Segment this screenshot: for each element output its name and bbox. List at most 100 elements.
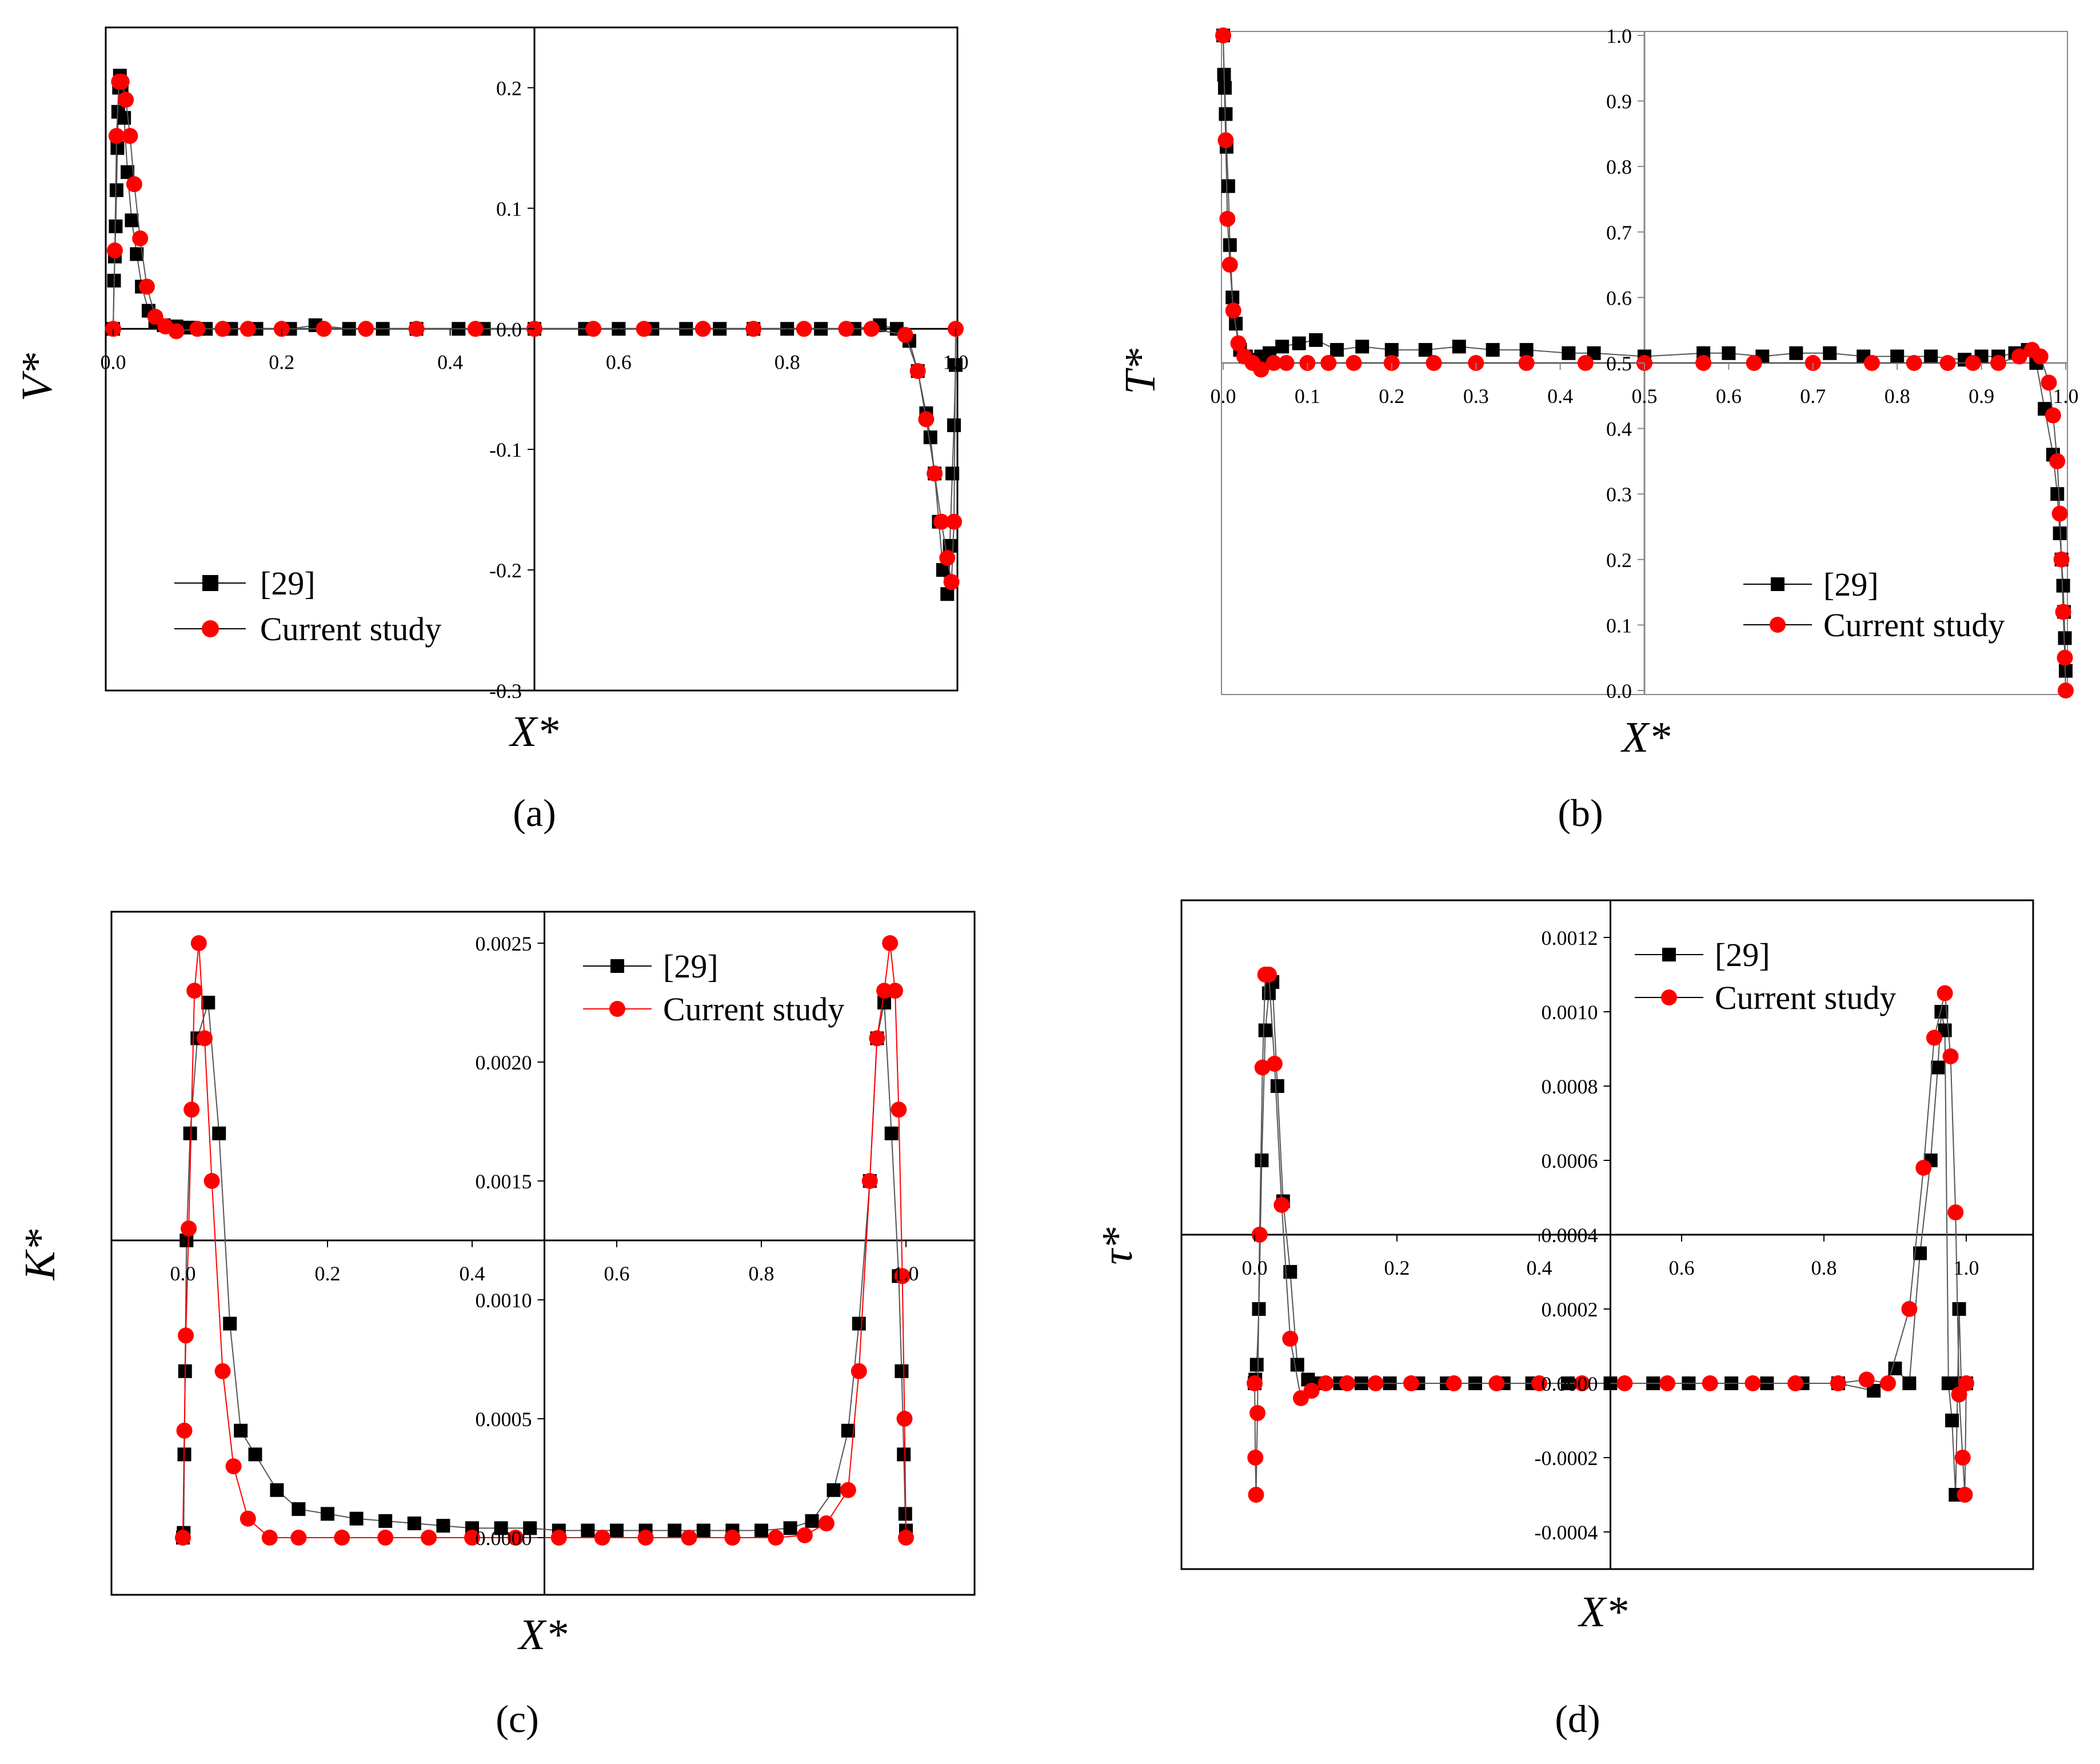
y-axis-label: T*	[1116, 349, 1164, 394]
x-tick-label: 0.7	[1800, 385, 1826, 408]
data-point-29	[1452, 340, 1466, 354]
y-tick-label: 0.2	[1606, 549, 1632, 572]
data-point-29	[1945, 1414, 1959, 1427]
x-tick-label: 0.2	[1384, 1256, 1410, 1279]
data-point-current-study	[946, 513, 963, 530]
data-point-29	[201, 996, 215, 1009]
legend-ref-marker	[1662, 948, 1676, 961]
data-point-current-study	[358, 321, 374, 337]
y-tick-label: 0.0004	[1542, 1224, 1598, 1247]
data-point-current-study	[918, 411, 935, 428]
x-tick-label: 0.0	[101, 350, 126, 373]
data-point-29	[884, 1126, 899, 1140]
data-point-current-study	[882, 935, 899, 951]
data-point-29	[523, 1521, 537, 1535]
x-tick-label: 1.0	[943, 350, 969, 373]
y-tick-label: 0.0006	[1542, 1150, 1598, 1172]
data-point-current-study	[113, 73, 130, 90]
y-tick-label: -0.0002	[1535, 1447, 1598, 1470]
data-point-current-study	[2053, 551, 2070, 568]
y-tick-label: 0.1	[1606, 614, 1632, 637]
data-point-29	[805, 1514, 819, 1528]
y-tick-label: 0.0010	[1542, 1001, 1598, 1024]
y-tick-label: 0.0015	[476, 1170, 532, 1193]
data-point-current-study	[2051, 505, 2068, 522]
data-point-29	[754, 1523, 768, 1538]
data-point-current-study	[316, 321, 332, 337]
data-point-current-study	[1273, 1197, 1290, 1213]
data-point-current-study	[909, 363, 926, 380]
panel-c-turbulent-kinetic-energy-chart: 0.0 0.2 0.4 0.6 0.8 1.0 0.0000 0.0005 0.0010 0.00…	[16, 911, 976, 1741]
data-point-29	[321, 1507, 334, 1521]
legend-ref-marker	[202, 575, 218, 591]
y-tick-label: 0.1	[496, 197, 522, 220]
y-tick-label: 0.8	[1606, 155, 1632, 178]
data-point-current-study	[585, 321, 602, 337]
y-tick-label: 0.0002	[1542, 1298, 1598, 1321]
data-point-current-study	[178, 1327, 194, 1344]
data-point-29	[1722, 346, 1736, 360]
data-point-current-study	[550, 1530, 567, 1546]
data-point-29	[1486, 343, 1500, 357]
data-point-current-study	[214, 1363, 231, 1379]
data-point-29	[292, 1502, 306, 1516]
data-point-29	[349, 1511, 364, 1526]
plot-frame	[105, 26, 959, 692]
data-point-29	[1275, 340, 1289, 354]
data-point-29	[1223, 238, 1237, 252]
data-point-29	[2050, 487, 2065, 501]
data-point-29	[2056, 578, 2070, 593]
x-tick-label: 0.5	[1632, 385, 1658, 408]
data-point-current-study	[2045, 407, 2061, 424]
x-tick-label: 0.2	[315, 1262, 341, 1285]
data-point-29	[1890, 349, 1905, 364]
data-point-current-study	[636, 321, 652, 337]
data-point-current-study	[239, 321, 256, 337]
data-point-current-study	[838, 321, 855, 337]
data-point-current-study	[1695, 355, 1712, 371]
legend: [29] Current study	[583, 948, 844, 1028]
data-point-current-study	[377, 1530, 394, 1546]
data-point-current-study	[897, 326, 913, 343]
legend-ref-label: [29]	[1823, 566, 1879, 603]
legend-current-marker	[1661, 989, 1677, 1005]
data-point-current-study	[225, 1458, 242, 1475]
data-point-29	[125, 213, 139, 228]
data-point-current-study	[1247, 1375, 1263, 1391]
y-tick-label: 0.5	[1606, 352, 1632, 375]
legend-ref-label: [29]	[260, 565, 316, 602]
data-point-29	[1309, 333, 1323, 347]
data-point-current-study	[118, 91, 134, 108]
y-axis-label: τ*	[1093, 1227, 1141, 1264]
data-point-current-study	[507, 1530, 524, 1546]
data-point-current-study	[887, 983, 904, 999]
x-tick-label: 0.4	[437, 350, 463, 373]
data-point-current-study	[1659, 1375, 1676, 1391]
y-axis-label: K*	[16, 1230, 64, 1281]
data-point-current-study	[851, 1363, 867, 1379]
data-point-current-study	[1303, 1383, 1320, 1399]
x-tick-label: 0.4	[460, 1262, 485, 1285]
data-point-29	[1249, 1358, 1264, 1372]
data-point-current-study	[1958, 1375, 1974, 1391]
data-point-current-study	[898, 1530, 914, 1546]
x-axis-label: X*	[517, 1611, 567, 1659]
x-tick-label: 0.6	[604, 1262, 630, 1285]
data-point-current-study	[261, 1530, 278, 1546]
data-point-current-study	[1367, 1375, 1384, 1391]
y-tick-label: -0.3	[489, 680, 522, 703]
x-tick-label: 0.0	[170, 1262, 196, 1285]
data-point-29	[923, 430, 937, 445]
data-point-current-study	[891, 1101, 907, 1118]
y-tick-label: 0.0	[1606, 680, 1632, 703]
legend-current-marker	[202, 620, 219, 637]
data-point-current-study	[1863, 355, 1880, 371]
data-point-29	[1562, 346, 1576, 360]
data-point-current-study	[1787, 1375, 1804, 1391]
data-point-current-study	[408, 321, 425, 337]
data-point-29	[248, 1447, 262, 1462]
x-axis-label: X*	[1620, 713, 1670, 761]
y-tick-label: -0.2	[489, 559, 522, 582]
data-point-current-study	[869, 1030, 885, 1047]
data-point-current-study	[1253, 361, 1269, 378]
